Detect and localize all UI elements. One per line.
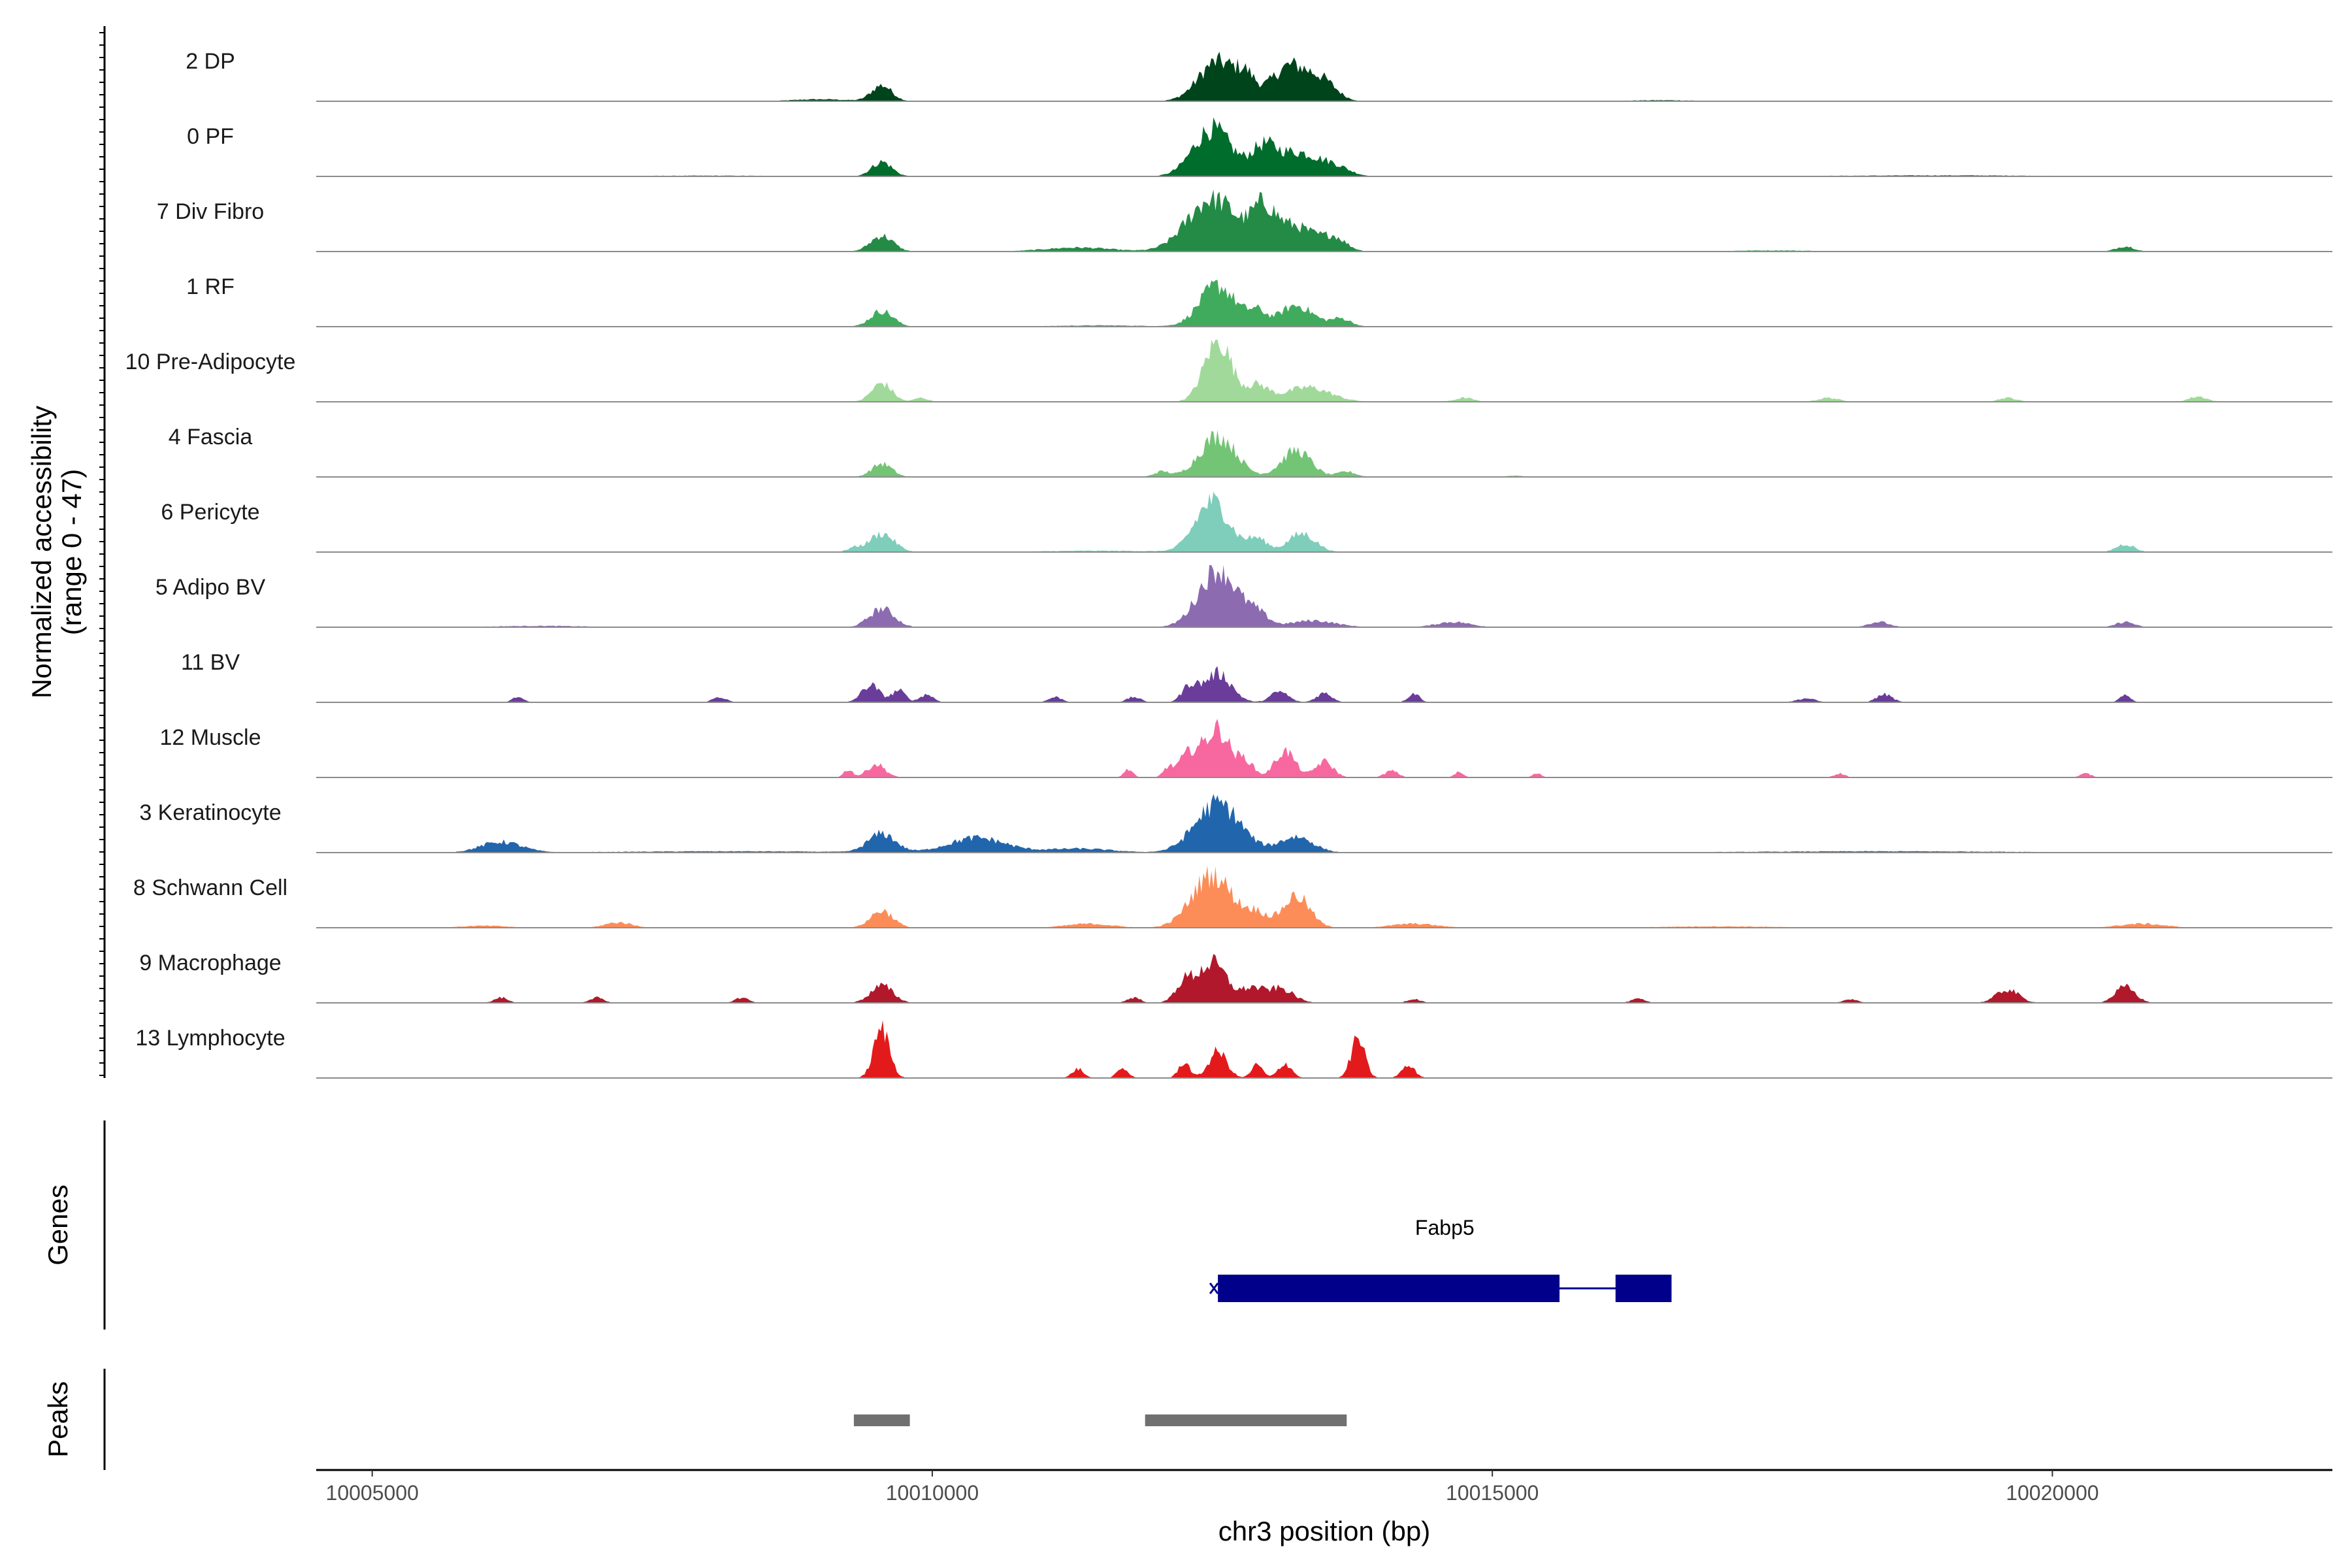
accessibility-area: [316, 866, 2332, 928]
track-label: 5 Adipo BV: [155, 575, 266, 600]
track-4-fascia: 4 Fascia: [169, 425, 2332, 477]
accessibility-area: [316, 492, 2332, 552]
track-12-muscle: 12 Muscle: [160, 719, 2332, 777]
gene-exon: [1218, 1275, 1560, 1302]
accessibility-area: [316, 719, 2332, 777]
x-tick-label: 10020000: [2006, 1481, 2099, 1505]
accessibility-area: [316, 954, 2332, 1003]
accessibility-area: [316, 118, 2332, 176]
track-2-dp: 2 DP: [186, 49, 2332, 101]
track-13-lymphocyte: 13 Lymphocyte: [135, 1021, 2332, 1079]
track-label: 6 Pericyte: [161, 500, 259, 525]
track-label: 2 DP: [186, 49, 235, 74]
track-3-keratinocyte: 3 Keratinocyte: [139, 794, 2332, 853]
accessibility-area: [316, 189, 2332, 252]
accessibility-area: [316, 280, 2332, 327]
track-6-pericyte: 6 Pericyte: [161, 492, 2332, 552]
accessibility-area: [316, 52, 2332, 101]
track-label: 9 Macrophage: [139, 951, 281, 975]
track-label: 1 RF: [186, 274, 235, 299]
track-label: 10 Pre-Adipocyte: [125, 350, 296, 374]
accessibility-area: [316, 1021, 2332, 1079]
track-label: 7 Div Fibro: [157, 199, 264, 224]
gene-label: Fabp5: [1415, 1216, 1475, 1239]
genes-panel-label: Genes: [42, 1184, 73, 1266]
x-tick-label: 10005000: [326, 1481, 419, 1505]
track-5-adipo-bv: 5 Adipo BV: [155, 565, 2332, 627]
track-label: 3 Keratinocyte: [139, 800, 281, 825]
track-label: 8 Schwann Cell: [133, 875, 287, 900]
track-0-pf: 0 PF: [187, 118, 2332, 176]
accessibility-area: [316, 565, 2332, 627]
track-label: 0 PF: [187, 124, 234, 149]
track-label: 4 Fascia: [169, 425, 253, 449]
track-8-schwann-cell: 8 Schwann Cell: [133, 866, 2332, 928]
gene-strand-marker: [1210, 1283, 1218, 1294]
track-9-macrophage: 9 Macrophage: [139, 951, 2332, 1003]
track-1-rf: 1 RF: [186, 274, 2332, 327]
peak-region: [1145, 1414, 1347, 1426]
gene-exon: [1616, 1275, 1672, 1302]
track-label: 11 BV: [181, 650, 240, 675]
peaks-panel-label: Peaks: [42, 1381, 73, 1458]
track-7-div-fibro: 7 Div Fibro: [157, 189, 2332, 252]
track-label: 12 Muscle: [160, 725, 261, 750]
accessibility-area: [316, 666, 2332, 702]
gene-fabp5: Fabp5: [1210, 1216, 1671, 1302]
x-axis-title: chr3 position (bp): [1218, 1516, 1431, 1546]
accessibility-area: [316, 340, 2332, 402]
accessibility-area: [316, 794, 2332, 853]
track-10-pre-adipocyte: 10 Pre-Adipocyte: [125, 340, 2332, 402]
x-tick-label: 10010000: [886, 1481, 979, 1505]
track-label: 13 Lymphocyte: [135, 1026, 285, 1051]
track-11-bv: 11 BV: [181, 650, 2332, 702]
y-axis-title: Normalized accessibility(range 0 - 47): [26, 406, 87, 698]
x-tick-label: 10015000: [1446, 1481, 1539, 1505]
accessibility-area: [316, 430, 2332, 477]
peak-region: [854, 1414, 910, 1426]
